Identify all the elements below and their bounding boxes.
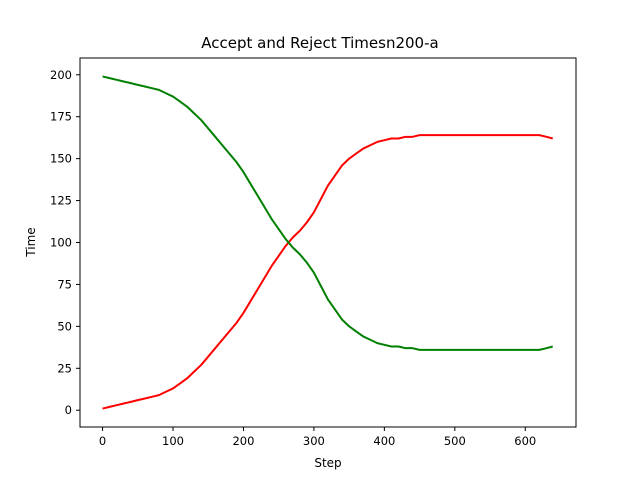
y-tick-label: 25 <box>57 361 72 375</box>
series-line-2 <box>102 75 554 351</box>
y-axis-ticks: 0 25 50 75 100 125 150 175 200 <box>50 68 80 417</box>
y-tick-label: 200 <box>50 68 72 82</box>
y-axis-label: Time <box>24 227 38 257</box>
x-tick-label: 0 <box>99 434 106 448</box>
x-tick-label: 600 <box>514 434 536 448</box>
x-tick-label: 100 <box>162 434 184 448</box>
y-tick-label: 175 <box>50 110 72 124</box>
y-tick-label: 150 <box>50 152 72 166</box>
x-axis-label: Step <box>314 456 341 470</box>
y-tick-label: 100 <box>50 236 72 250</box>
y-tick-label: 0 <box>65 403 72 417</box>
plot-series <box>102 75 554 410</box>
series-line-1 <box>102 134 554 410</box>
y-tick-label: 125 <box>50 194 72 208</box>
y-tick-label: 75 <box>57 277 72 291</box>
x-tick-label: 200 <box>232 434 254 448</box>
chart-title: Accept and Reject Timesn200-a <box>201 34 438 52</box>
x-tick-label: 500 <box>444 434 466 448</box>
x-tick-label: 300 <box>303 434 325 448</box>
y-tick-label: 50 <box>57 319 72 333</box>
x-axis-ticks: 0 100 200 300 400 500 600 <box>99 427 536 448</box>
x-tick-label: 400 <box>373 434 395 448</box>
